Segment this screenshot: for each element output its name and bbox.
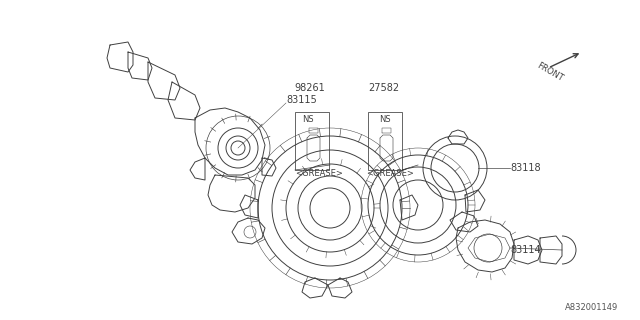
Text: <GREASE>: <GREASE> xyxy=(366,170,414,179)
Text: 83118: 83118 xyxy=(510,163,541,173)
Text: NS: NS xyxy=(302,116,314,124)
Bar xyxy=(368,112,402,170)
Text: 98261: 98261 xyxy=(294,83,324,93)
Bar xyxy=(295,112,329,170)
Text: 83115: 83115 xyxy=(286,95,317,105)
Text: FRONT: FRONT xyxy=(535,61,564,83)
Text: <GREASE>: <GREASE> xyxy=(295,170,343,179)
Text: A832001149: A832001149 xyxy=(564,303,618,313)
Text: 27582: 27582 xyxy=(368,83,399,93)
Text: 83114: 83114 xyxy=(510,245,541,255)
Text: NS: NS xyxy=(379,116,391,124)
